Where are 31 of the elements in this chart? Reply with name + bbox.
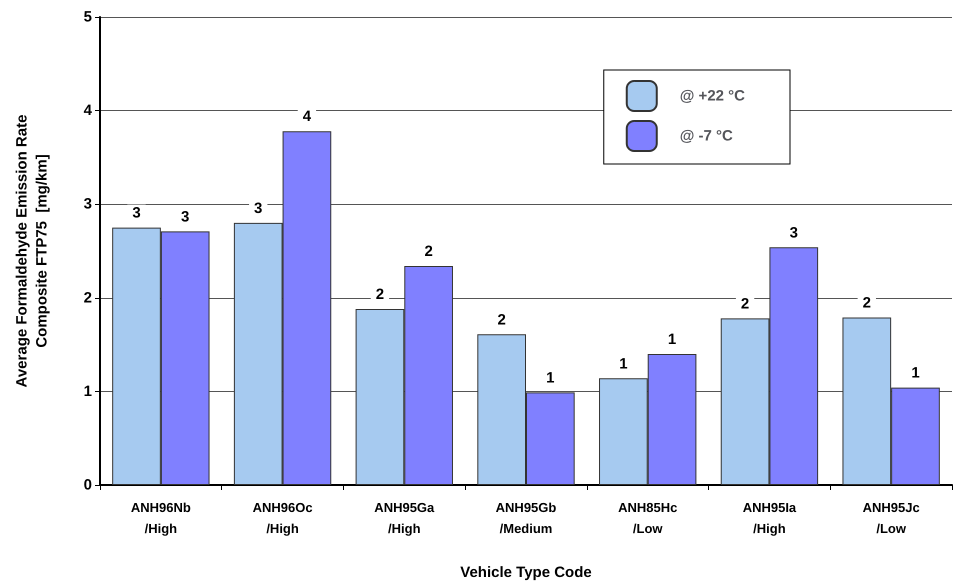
data-label: 3 (132, 204, 141, 222)
data-label: 2 (862, 294, 871, 312)
x-tick-label: ANH95Ia /High (742, 500, 797, 536)
y-tick-label: 1 (84, 382, 92, 400)
x-tick-label: ANH96Oc /High (252, 500, 313, 536)
data-label: 2 (497, 311, 506, 328)
y-tick-label: 0 (84, 476, 92, 494)
y-tick-label: 2 (84, 289, 92, 306)
x-tick-label: ANH96Nb /High (130, 500, 191, 536)
y-tick-label: 5 (84, 8, 92, 26)
data-label: 3 (181, 208, 190, 226)
legend-label: @ +22 °C (680, 88, 746, 104)
x-tick-label: ANH85Hc /Low (618, 500, 678, 536)
data-label: 4 (302, 108, 312, 126)
y-tick-label: 4 (84, 102, 93, 120)
legend-label: @ -7 °C (680, 128, 734, 144)
x-axis-title: Vehicle Type Code (460, 564, 592, 581)
data-label: 2 (740, 295, 750, 312)
data-label: 1 (911, 364, 920, 382)
data-label: 2 (376, 286, 384, 304)
x-tick-label: ANH95Gb /Medium (496, 500, 556, 536)
data-label: 3 (254, 200, 262, 217)
data-label: 1 (619, 355, 628, 372)
data-label: 1 (546, 369, 555, 386)
y-tick-label: 3 (84, 196, 92, 213)
data-label: 3 (790, 224, 798, 242)
data-label: 1 (668, 330, 676, 348)
y-axis-title: Average Formaldehyde Emission Rate Composite FTP75 [mg/km] (14, 114, 50, 388)
x-tick-label: ANH95Jc /Low (862, 500, 920, 536)
x-tick-label: ANH95Ga /High (374, 500, 436, 536)
data-label: 2 (424, 242, 433, 260)
